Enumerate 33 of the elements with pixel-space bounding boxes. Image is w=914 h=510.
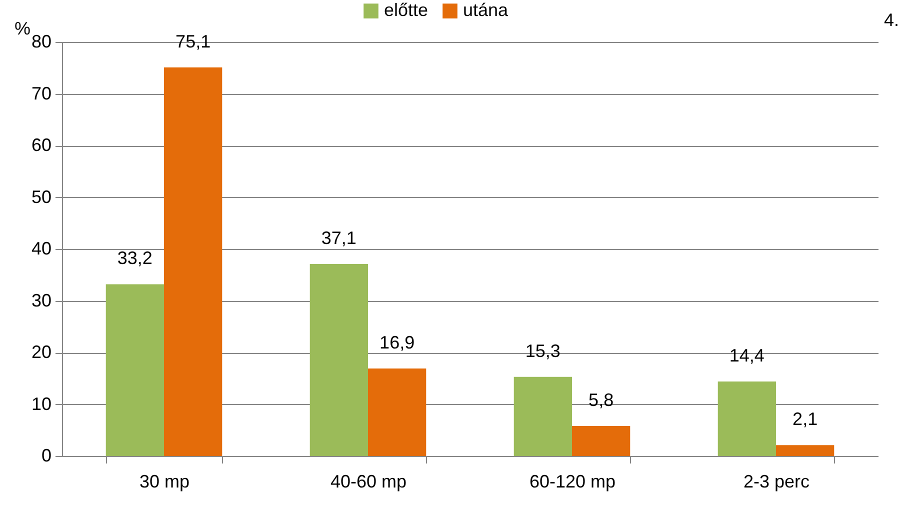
text: 4. (884, 10, 900, 30)
bar (572, 426, 630, 456)
y-tick-label: 60 (31, 135, 52, 155)
y-tick-label: 40 (31, 238, 52, 258)
bar (106, 284, 164, 456)
data-label: 33,2 (117, 248, 152, 268)
y-tick-label: 70 (31, 83, 52, 104)
x-tick-label: 30 mp (139, 472, 190, 492)
bar (164, 67, 222, 456)
y-tick-label: 80 (31, 32, 52, 52)
data-label: 2,1 (792, 409, 818, 430)
y-axis-title: % (14, 18, 31, 38)
bar (310, 264, 368, 456)
data-label: 75,1 (176, 31, 211, 52)
data-label: 15,3 (525, 340, 560, 361)
x-tick-label: 60-120 mp (529, 472, 616, 492)
data-label: 5,8 (588, 390, 614, 410)
y-tick-label: 30 (31, 290, 52, 310)
bar (776, 445, 834, 456)
legend-label: utána (463, 0, 510, 20)
data-label: 37,1 (321, 228, 356, 248)
bar (718, 381, 776, 456)
bar (514, 376, 572, 456)
y-tick-label: 20 (31, 342, 52, 362)
data-label: 16,9 (380, 332, 415, 353)
y-tick-label: 10 (31, 394, 52, 414)
x-tick-label: 2-3 perc (743, 472, 810, 492)
x-tick-label: 40-60 mp (330, 472, 407, 492)
legend-label: előtte (384, 0, 428, 20)
bar (368, 368, 426, 456)
y-tick-label: 0 (41, 446, 52, 466)
y-tick-label: 50 (31, 186, 52, 207)
data-label: 14,4 (729, 345, 764, 366)
